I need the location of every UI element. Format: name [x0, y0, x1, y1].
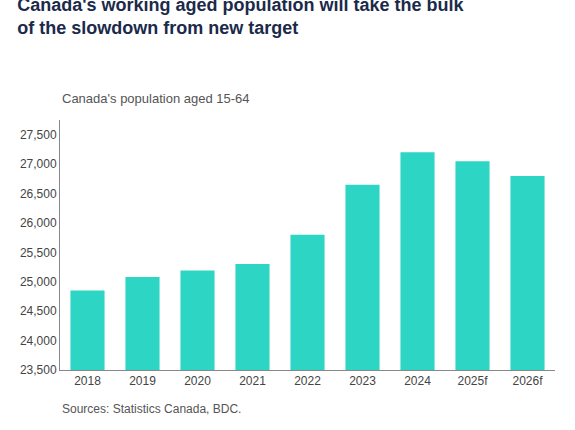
- svg-text:26,000: 26,000: [20, 216, 57, 230]
- svg-text:24,000: 24,000: [20, 334, 57, 348]
- svg-text:Canada's working aged populati: Canada's working aged population will ta…: [17, 0, 464, 38]
- svg-text:2022: 2022: [294, 374, 321, 388]
- svg-text:2018: 2018: [74, 374, 101, 388]
- svg-text:2024: 2024: [404, 374, 431, 388]
- svg-text:26,500: 26,500: [20, 187, 57, 201]
- svg-text:2019: 2019: [129, 374, 156, 388]
- svg-text:2023: 2023: [349, 374, 376, 388]
- svg-text:25,000: 25,000: [20, 275, 57, 289]
- svg-text:25,500: 25,500: [20, 246, 57, 260]
- svg-text:27,500: 27,500: [20, 128, 57, 142]
- svg-text:Canada's population aged 15-64: Canada's population aged 15-64: [62, 91, 250, 106]
- svg-text:2026f: 2026f: [512, 374, 543, 388]
- svg-text:24,500: 24,500: [20, 304, 57, 318]
- svg-text:Sources: Statistics Canada, BD: Sources: Statistics Canada, BDC.: [62, 402, 241, 416]
- svg-text:23,500: 23,500: [20, 363, 57, 377]
- svg-text:2025f: 2025f: [457, 374, 488, 388]
- svg-text:27,000: 27,000: [20, 157, 57, 171]
- svg-text:2020: 2020: [184, 374, 211, 388]
- svg-text:2021: 2021: [239, 374, 266, 388]
